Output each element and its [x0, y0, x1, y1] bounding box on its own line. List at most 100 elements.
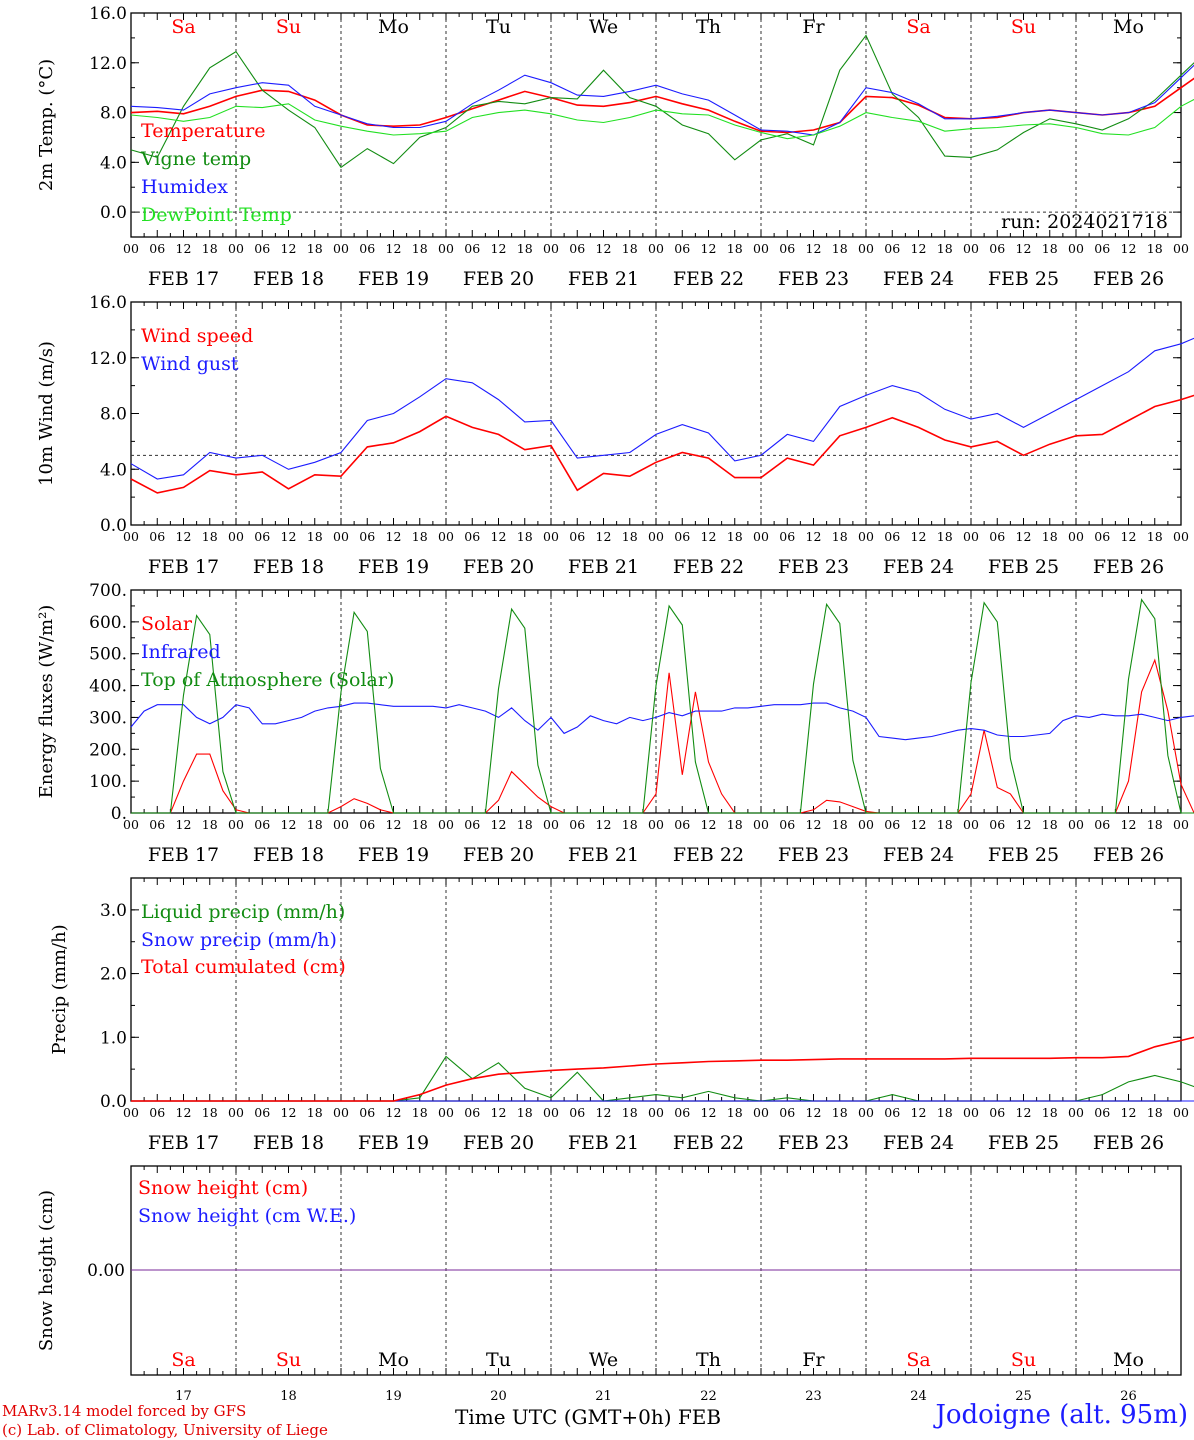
date-label: FEB 20	[463, 268, 534, 290]
hour-tick-label: 18	[622, 817, 638, 832]
hour-tick-label: 00	[333, 1105, 349, 1120]
hour-tick-label: 18	[517, 1105, 533, 1120]
series-wind-gust	[130, 337, 1194, 480]
hour-tick-label: 18	[1042, 817, 1058, 832]
day-abbr-label: Fr	[802, 16, 825, 38]
date-label: FEB 23	[778, 268, 849, 290]
day-number-label: 26	[1120, 1389, 1137, 1404]
day-abbr-label: We	[589, 1349, 618, 1371]
day-abbr-label: We	[589, 16, 618, 38]
hour-tick-label: 00	[1173, 817, 1189, 832]
date-label: FEB 20	[463, 844, 534, 866]
y-tick-label: 400.	[89, 677, 127, 697]
hour-tick-label: 18	[832, 817, 848, 832]
day-number-label: 24	[910, 1389, 927, 1404]
hour-tick-label: 00	[648, 1105, 664, 1120]
hour-tick-label: 12	[911, 241, 927, 256]
hour-tick-label: 00	[858, 817, 874, 832]
hour-tick-label: 00	[1068, 241, 1084, 256]
hour-tick-label: 18	[517, 529, 533, 544]
hour-tick-label: 06	[779, 529, 795, 544]
hour-tick-label: 18	[517, 241, 533, 256]
hour-tick-label: 12	[1016, 241, 1032, 256]
date-label: FEB 18	[253, 556, 324, 578]
hour-tick-label: 00	[123, 817, 139, 832]
hour-tick-label: 00	[123, 241, 139, 256]
legend-entry: Top of Atmosphere (Solar)	[141, 669, 394, 691]
hour-tick-label: 06	[1094, 529, 1110, 544]
run-label: run: 2024021718	[1001, 211, 1168, 233]
hour-tick-label: 18	[412, 241, 428, 256]
date-label: FEB 21	[568, 268, 639, 290]
y-tick-label: 0.0	[100, 203, 127, 223]
y-tick-label: 0.	[111, 804, 127, 824]
hour-tick-label: 00	[543, 1105, 559, 1120]
day-abbr-label: Sa	[171, 1349, 195, 1371]
day-abbr-label: Mo	[1113, 16, 1144, 38]
hour-tick-label: 06	[779, 1105, 795, 1120]
date-label: FEB 18	[253, 844, 324, 866]
legend-entry: DewPoint Temp	[141, 204, 292, 226]
hour-tick-label: 00	[438, 817, 454, 832]
hour-tick-label: 12	[806, 817, 822, 832]
hour-tick-label: 00	[648, 241, 664, 256]
hour-tick-label: 00	[228, 1105, 244, 1120]
hour-tick-label: 06	[1094, 1105, 1110, 1120]
day-number-label: 22	[700, 1389, 717, 1404]
y-tick-label: 8.0	[100, 104, 127, 124]
hour-tick-label: 18	[937, 241, 953, 256]
y-axis-label: 10m Wind (m/s)	[36, 341, 57, 486]
hour-tick-label: 00	[1173, 241, 1189, 256]
series-temperature	[130, 77, 1194, 134]
day-abbr-label: Fr	[802, 1349, 825, 1371]
hour-tick-label: 06	[254, 241, 270, 256]
hour-tick-label: 06	[464, 241, 480, 256]
hour-tick-label: 12	[1016, 1105, 1032, 1120]
date-label: FEB 17	[148, 268, 219, 290]
date-label: FEB 20	[463, 1132, 534, 1154]
hour-tick-label: 06	[884, 1105, 900, 1120]
hour-tick-label: 12	[911, 1105, 927, 1120]
date-label: FEB 25	[988, 556, 1059, 578]
hour-tick-label: 00	[963, 529, 979, 544]
hour-tick-label: 00	[963, 1105, 979, 1120]
legend-entry: Infrared	[141, 641, 221, 663]
time-axis-title: Time UTC (GMT+0h) FEB	[455, 1405, 721, 1429]
legend-entry: Vigne temp	[140, 148, 251, 170]
day-abbr-label: Sa	[906, 16, 930, 38]
y-tick-label: 3.0	[100, 901, 127, 921]
hour-tick-label: 18	[1147, 529, 1163, 544]
date-label: FEB 22	[673, 556, 744, 578]
day-abbr-label: Sa	[906, 1349, 930, 1371]
hour-tick-label: 18	[832, 241, 848, 256]
hour-tick-label: 18	[727, 241, 743, 256]
legend-entry: Temperature	[141, 120, 265, 142]
hour-tick-label: 18	[1147, 817, 1163, 832]
hour-tick-label: 12	[596, 817, 612, 832]
y-tick-label: 600.	[89, 613, 127, 633]
hour-tick-label: 06	[884, 241, 900, 256]
date-label: FEB 25	[988, 844, 1059, 866]
hour-tick-label: 12	[596, 241, 612, 256]
series-humidex	[130, 64, 1194, 136]
date-label: FEB 22	[673, 268, 744, 290]
hour-tick-label: 06	[569, 1105, 585, 1120]
y-tick-label: 12.0	[89, 349, 127, 369]
hour-tick-label: 06	[569, 529, 585, 544]
hour-tick-label: 06	[359, 529, 375, 544]
y-tick-label: 12.0	[89, 54, 127, 74]
y-tick-label: 4.0	[100, 153, 127, 173]
hour-tick-label: 12	[1016, 817, 1032, 832]
hour-tick-label: 06	[779, 817, 795, 832]
y-tick-label: 700.	[89, 581, 127, 601]
date-label: FEB 24	[883, 1132, 954, 1154]
hour-tick-label: 00	[543, 529, 559, 544]
hour-tick-label: 12	[386, 241, 402, 256]
hour-tick-label: 18	[307, 529, 323, 544]
date-label: FEB 26	[1093, 844, 1164, 866]
hour-tick-label: 18	[202, 241, 218, 256]
date-label: FEB 18	[253, 268, 324, 290]
day-abbr-label: Su	[1011, 16, 1036, 38]
series-top-of-atmosphere-solar	[131, 598, 1194, 814]
date-label: FEB 23	[778, 556, 849, 578]
